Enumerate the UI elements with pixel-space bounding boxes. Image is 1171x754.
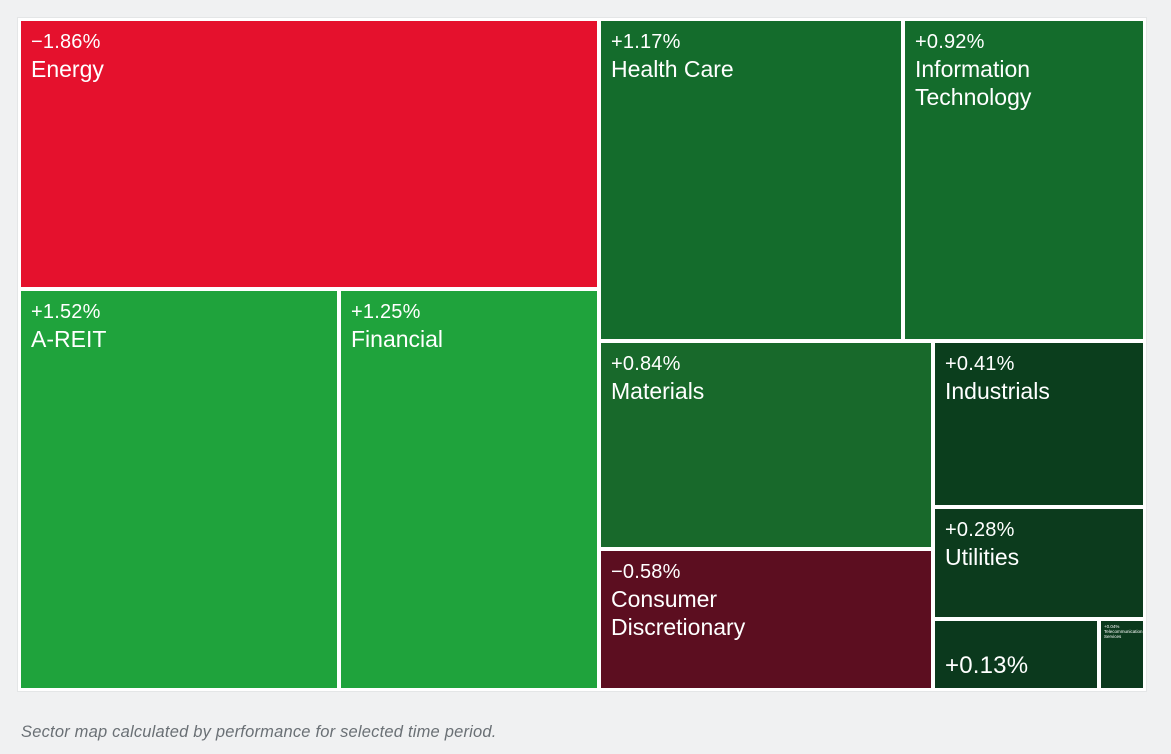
sector-tile-label: +0.13% [935, 621, 1097, 688]
sector-change-percent: +1.52% [31, 301, 101, 323]
sector-change-percent: +0.04% [1104, 624, 1120, 629]
sector-name: Health Care [611, 55, 734, 82]
sector-name: Industrials [945, 377, 1050, 404]
sector-tile-health-care[interactable]: +1.17% Health Care [601, 21, 901, 339]
sector-name: Information Technology [915, 55, 1032, 111]
sector-tile-label: +0.41% Industrials [935, 343, 1143, 414]
sector-tile-label: +1.52% A-REIT [21, 291, 337, 362]
sector-name: Energy [31, 55, 104, 82]
sector-name: Telecommunication Services [1104, 629, 1143, 640]
sector-change-percent: +0.28% [945, 519, 1015, 541]
sector-tile-label: +0.92% Information Technology [905, 21, 1125, 121]
sector-name: Utilities [945, 543, 1020, 570]
sector-change-percent: +0.84% [611, 353, 681, 375]
sector-tile-label: +1.17% Health Care [601, 21, 901, 92]
sector-name: Consumer Discretionary [611, 585, 746, 641]
sector-tile-unnamed-small-positive[interactable]: +0.13% [935, 621, 1097, 688]
sector-tile-information-technology[interactable]: +0.92% Information Technology [905, 21, 1143, 339]
sector-tile-financial[interactable]: +1.25% Financial [341, 291, 597, 688]
sector-tile-label: −0.58% Consumer Discretionary [601, 551, 821, 651]
sector-tile-label: +1.25% Financial [341, 291, 597, 362]
sector-tile-label: +0.84% Materials [601, 343, 931, 414]
sector-tile-label: +0.28% Utilities [935, 509, 1143, 580]
sector-change-percent: +1.25% [351, 301, 421, 323]
sector-name: Financial [351, 325, 444, 352]
sector-change-percent: +0.41% [945, 353, 1015, 375]
sector-change-percent: −0.58% [611, 561, 681, 583]
sector-tile-label: −1.86% Energy [21, 21, 597, 92]
sector-tile-materials[interactable]: +0.84% Materials [601, 343, 931, 547]
sector-name: Materials [611, 377, 705, 404]
sector-change-percent: +0.92% [915, 31, 985, 53]
sector-change-percent: −1.86% [31, 31, 101, 53]
sector-tile-label: +0.04% Telecommunication Services [1101, 621, 1143, 643]
sector-name: A-REIT [31, 325, 107, 352]
sector-tile-industrials[interactable]: +0.41% Industrials [935, 343, 1143, 505]
sector-tile-a-reit[interactable]: +1.52% A-REIT [21, 291, 337, 688]
sector-tile-consumer-discretionary[interactable]: −0.58% Consumer Discretionary [601, 551, 931, 688]
sector-tile-telecommunication-services[interactable]: +0.04% Telecommunication Services [1101, 621, 1143, 688]
sector-change-percent: +0.13% [945, 652, 1029, 679]
sector-tile-energy[interactable]: −1.86% Energy [21, 21, 597, 287]
sector-map-note: Sector map calculated by performance for… [21, 723, 497, 741]
sector-tile-utilities[interactable]: +0.28% Utilities [935, 509, 1143, 617]
sector-change-percent: +1.17% [611, 31, 681, 53]
